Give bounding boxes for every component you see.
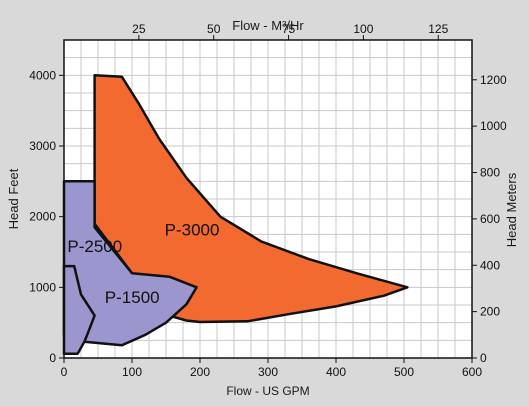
top-x-tick-label: 125 [428, 22, 448, 36]
x-axis-title: Flow - US GPM [226, 384, 309, 398]
right-y-tick-label: 1000 [480, 119, 507, 133]
x-tick-label: 500 [394, 365, 414, 379]
x-tick-label: 200 [190, 365, 210, 379]
y-tick-label: 1000 [29, 280, 56, 294]
top-x-tick-label: 100 [353, 22, 373, 36]
y-tick-label: 2000 [29, 210, 56, 224]
right-y-tick-label: 800 [480, 166, 500, 180]
y-tick-label: 3000 [29, 139, 56, 153]
top-axis-title: Flow - M³/Hr [232, 18, 304, 33]
y-tick-label: 4000 [29, 68, 56, 82]
series-areas [62, 74, 409, 356]
right-y-tick-label: 200 [480, 305, 500, 319]
series-label-p-2500: P-2500 [67, 237, 122, 256]
x-tick-label: 300 [258, 365, 278, 379]
x-tick-label: 600 [462, 365, 482, 379]
right-y-tick-label: 1200 [480, 73, 507, 87]
series-area-p-1500 [62, 264, 96, 356]
top-x-tick-label: 75 [282, 22, 296, 36]
y-axis-title-right: Head Meters [504, 172, 519, 247]
x-tick-label: 400 [326, 365, 346, 379]
x-tick-label: 100 [122, 365, 142, 379]
series-label-p-3000: P-3000 [165, 221, 220, 240]
series-labels: P-3000 P-2500 P-1500 [67, 221, 219, 307]
top-x-tick-label: 50 [207, 22, 221, 36]
series-label-p-1500: P-1500 [105, 288, 160, 307]
top-x-tick-label: 25 [132, 22, 146, 36]
y-tick-label: 0 [49, 351, 56, 365]
x-tick-label: 0 [61, 365, 68, 379]
right-y-tick-label: 400 [480, 258, 500, 272]
right-y-tick-label: 0 [480, 351, 487, 365]
y-axis-title-left: Head Feet [6, 168, 21, 229]
right-y-tick-label: 600 [480, 212, 500, 226]
